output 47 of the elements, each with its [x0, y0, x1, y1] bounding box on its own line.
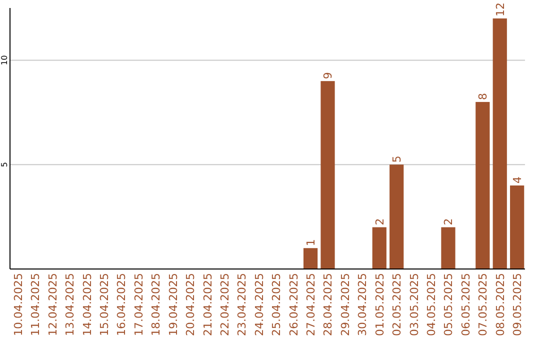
x-tick-label: 28.04.2025 — [322, 273, 335, 336]
x-tick-label: 24.04.2025 — [252, 273, 266, 336]
bar — [441, 227, 456, 269]
bar — [476, 102, 490, 269]
data-label: 1 — [304, 239, 318, 246]
x-tick-label: 25.04.2025 — [270, 273, 284, 336]
x-tick-label: 22.04.2025 — [218, 273, 232, 336]
data-label: 9 — [322, 72, 335, 80]
x-tick-label: 10.04.2025 — [12, 273, 25, 336]
bar — [372, 227, 386, 269]
x-tick-label: 14.04.2025 — [80, 273, 94, 336]
x-tick-label: 09.05.2025 — [511, 273, 524, 336]
x-tick-label: 20.04.2025 — [184, 273, 198, 336]
data-label: 2 — [373, 218, 386, 226]
x-tick-label: 18.04.2025 — [150, 273, 163, 336]
x-tick-label: 27.04.2025 — [304, 273, 318, 336]
x-tick-label: 21.04.2025 — [201, 273, 214, 336]
x-tick-label: 01.05.2025 — [373, 273, 386, 336]
data-label: 5 — [390, 156, 404, 163]
x-tick-label: 13.04.2025 — [64, 273, 77, 336]
data-label: 12 — [494, 2, 507, 16]
x-tick-label: 04.05.2025 — [425, 273, 438, 336]
bar — [492, 18, 507, 269]
x-tick-label: 06.05.2025 — [459, 273, 472, 336]
x-tick-label: 05.05.2025 — [442, 273, 456, 336]
x-tick-label: 30.04.2025 — [356, 273, 370, 336]
x-tick-label: 19.04.2025 — [166, 273, 180, 336]
x-tick-label: 17.04.2025 — [132, 273, 146, 336]
x-tick-label: 03.05.2025 — [408, 273, 421, 336]
data-label: 4 — [511, 176, 524, 184]
x-tick-label: 16.04.2025 — [115, 273, 128, 336]
data-label: 2 — [442, 218, 456, 226]
x-tick-label: 15.04.2025 — [98, 273, 111, 336]
bar — [303, 248, 318, 269]
x-tick-label: 26.04.2025 — [287, 273, 300, 336]
x-tick-label: 11.04.2025 — [29, 273, 42, 336]
x-tick-label: 12.04.2025 — [46, 273, 60, 336]
x-tick-label: 08.05.2025 — [494, 273, 507, 336]
bar — [390, 164, 404, 269]
x-tick-label: 02.05.2025 — [390, 273, 404, 336]
data-label: 8 — [476, 92, 490, 100]
y-tick-label: 10 — [0, 55, 9, 66]
bar — [320, 81, 335, 269]
bar — [510, 185, 524, 269]
x-tick-label: 07.05.2025 — [476, 273, 490, 336]
x-tick-label: 29.04.2025 — [338, 273, 352, 336]
x-tick-label: 23.04.2025 — [236, 273, 249, 336]
